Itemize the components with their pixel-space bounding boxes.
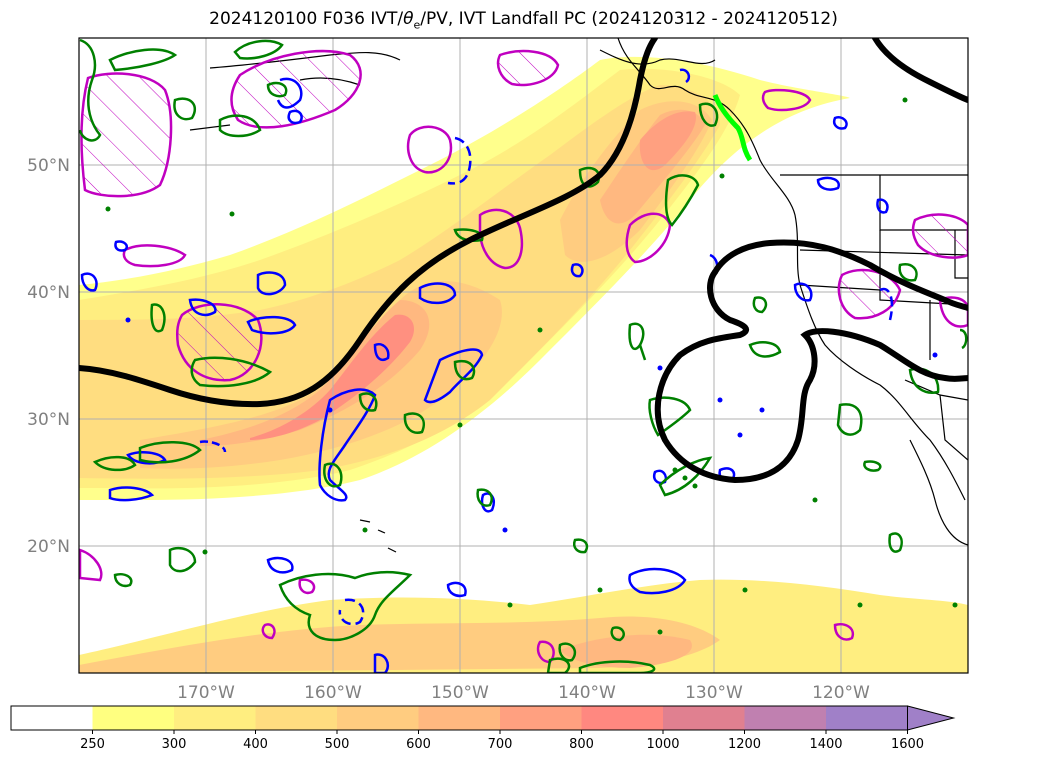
- coastlines: [189, 38, 968, 553]
- scatter-dots-blue: [125, 317, 938, 533]
- scatter-dots: [105, 97, 958, 635]
- ivt-800-north: [639, 111, 696, 171]
- colorbar-tick-label: 600: [406, 737, 431, 752]
- colorbar-segment: [174, 706, 256, 730]
- colorbar-tick-label: 300: [162, 737, 187, 752]
- lon-label-160w: 160°W: [304, 683, 362, 703]
- colorbar-tick-label: 400: [243, 737, 268, 752]
- colorbar-extend-arrow: [907, 705, 956, 731]
- ivt-600: [200, 300, 430, 446]
- colorbar-tick-label: 250: [80, 737, 105, 752]
- ivt-400: [79, 85, 720, 479]
- colorbar-tick-label: 1200: [728, 737, 761, 752]
- colorbar-tick-label: 1000: [646, 737, 679, 752]
- lon-label-130w: 130°W: [685, 683, 743, 703]
- landfall-segment: [712, 94, 753, 162]
- pv-positive-contours: [80, 49, 968, 382]
- colorbar-segment: [826, 706, 908, 730]
- colorbar-tick-label: 1600: [891, 737, 924, 752]
- pc-contours: [79, 38, 968, 484]
- lon-label-120w: 120°W: [812, 683, 870, 703]
- ivt-south-band-core: [560, 634, 692, 668]
- colorbar-tick-label: 1400: [809, 737, 842, 752]
- lat-label-20: 20°N: [27, 537, 70, 557]
- colorbar-segment: [581, 706, 664, 730]
- lon-label-170w: 170°W: [177, 683, 235, 703]
- colorbar-segment: [500, 706, 582, 730]
- colorbar-tick-label: 500: [325, 737, 350, 752]
- lat-label-40: 40°N: [27, 283, 70, 303]
- colorbar-segment: [337, 706, 419, 730]
- colorbar-segment: [11, 706, 93, 730]
- lon-label-140w: 140°W: [558, 683, 616, 703]
- lat-label-30: 30°N: [27, 410, 70, 430]
- map-panel: [79, 38, 968, 673]
- lon-label-150w: 150°W: [431, 683, 489, 703]
- colorbar-segment: [92, 706, 175, 730]
- lat-label-50: 50°N: [27, 156, 70, 176]
- colorbar-tick-label: 800: [569, 737, 594, 752]
- figure-title: 2024120100 F036 IVT/θe/PV, IVT Landfall …: [209, 9, 838, 32]
- colorbar-frame: [10, 705, 908, 731]
- colorbar-tick-label: 700: [488, 737, 513, 752]
- pv-positive-outlines: [79, 88, 968, 664]
- colorbar-segment: [255, 706, 338, 730]
- colorbar-segment: [744, 706, 827, 730]
- colorbar-segment: [663, 706, 745, 730]
- colorbar: 250 300 400 500 600 700 800 1000 1200 1400 1600: [10, 705, 956, 752]
- colorbar-segment: [418, 706, 501, 730]
- longitude-labels: 170°W 160°W 150°W 140°W 130°W 120°W: [177, 683, 870, 703]
- latitude-labels: 50°N 40°N 30°N 20°N: [27, 156, 70, 557]
- map-frame: [78, 37, 969, 674]
- ivt-800: [250, 314, 415, 440]
